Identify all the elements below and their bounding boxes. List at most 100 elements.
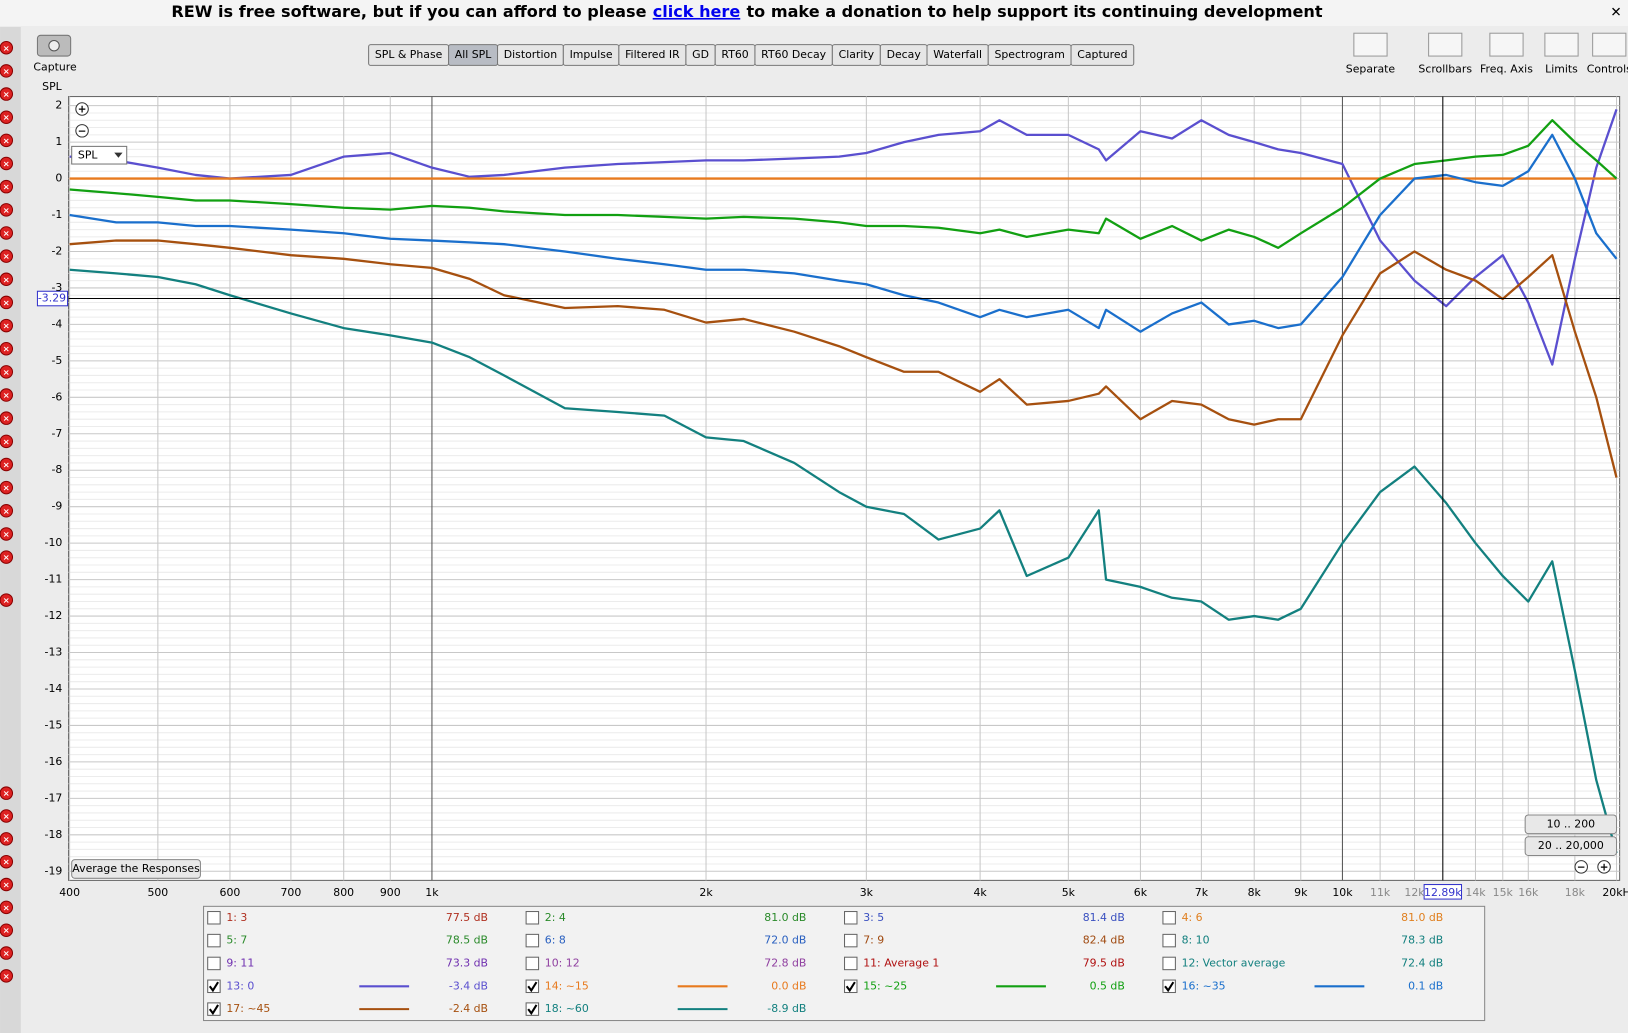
remove-icon-x: × — [3, 506, 10, 516]
zoom-button[interactable] — [75, 102, 89, 116]
checkbox[interactable] — [207, 956, 221, 971]
remove-icon[interactable] — [0, 434, 14, 449]
x-tick-label: 500 — [147, 886, 168, 899]
remove-icon[interactable] — [0, 388, 14, 402]
remove-icon-x: × — [3, 89, 10, 99]
remove-icon[interactable] — [0, 527, 14, 541]
checkbox[interactable] — [1162, 956, 1176, 971]
checkbox[interactable] — [207, 933, 221, 948]
y-tick-label: -10 — [45, 536, 63, 549]
remove-icon-x: × — [3, 902, 10, 912]
remove-icon-x: × — [3, 251, 10, 261]
remove-icon[interactable] — [0, 593, 14, 607]
checkmark — [208, 1004, 219, 1016]
close-icon[interactable]: ✕ — [1610, 4, 1621, 20]
remove-icon[interactable] — [0, 318, 14, 333]
remove-icon[interactable] — [0, 272, 14, 287]
x-tick-label: 700 — [281, 886, 302, 899]
y-tick-label: -15 — [45, 718, 63, 731]
remove-icon[interactable] — [0, 457, 14, 472]
y-tick-label: -5 — [51, 354, 62, 367]
button[interactable] — [71, 859, 201, 879]
remove-icon[interactable] — [0, 809, 14, 823]
remove-icon[interactable] — [0, 41, 14, 55]
button[interactable] — [1524, 814, 1618, 835]
toolbar-icon[interactable] — [1592, 32, 1627, 57]
checkbox[interactable] — [207, 911, 221, 925]
y-tick-label: -17 — [45, 791, 63, 804]
remove-icon[interactable] — [0, 365, 14, 379]
tab-label: Impulse — [570, 48, 613, 61]
zoom-button[interactable] — [75, 124, 89, 138]
toolbar-icon[interactable] — [1428, 32, 1463, 57]
checkbox[interactable] — [844, 911, 858, 925]
curves — [69, 108, 1618, 854]
remove-icon[interactable] — [0, 203, 14, 217]
tab[interactable] — [1070, 44, 1135, 66]
zoom-button[interactable] — [1574, 860, 1588, 874]
remove-icon[interactable] — [0, 480, 14, 495]
remove-icon-x: × — [3, 112, 10, 122]
remove-icon[interactable] — [0, 900, 14, 915]
remove-icon[interactable] — [0, 923, 14, 937]
remove-icon[interactable] — [0, 110, 14, 124]
remove-icon[interactable] — [0, 946, 14, 960]
selector[interactable] — [71, 145, 128, 165]
checkmark — [208, 981, 219, 993]
selector-label: SPL — [78, 149, 98, 162]
x-tick-label: 900 — [380, 886, 401, 899]
remove-icon[interactable] — [0, 877, 14, 892]
measurement-label: 6: 8 — [545, 934, 566, 947]
y-tick-label: -11 — [45, 573, 63, 586]
y-tick-label: -6 — [51, 390, 62, 403]
remove-icon-x: × — [3, 367, 10, 377]
remove-icon[interactable] — [0, 550, 14, 564]
zoom-button[interactable] — [1597, 860, 1611, 874]
button[interactable] — [1524, 836, 1618, 856]
remove-icon[interactable] — [0, 226, 14, 240]
banner-link[interactable]: click here — [653, 2, 741, 21]
remove-icon[interactable] — [0, 249, 14, 263]
checkbox[interactable] — [525, 956, 540, 971]
zoom-sign: − — [1577, 861, 1586, 873]
checkbox[interactable] — [525, 911, 540, 925]
toolbar-icon[interactable] — [1544, 32, 1579, 57]
tab-label: Waterfall — [933, 48, 982, 61]
remove-icon-x: × — [3, 344, 10, 354]
response-curve — [69, 108, 1618, 366]
checkbox[interactable] — [844, 933, 858, 948]
toolbar-icon[interactable] — [1489, 32, 1524, 57]
remove-icon-x: × — [3, 948, 10, 958]
measurement-label: 13: 0 — [226, 979, 254, 992]
remove-icon-x: × — [3, 436, 10, 446]
remove-icon[interactable] — [0, 504, 14, 518]
measurement-value: -8.9 dB — [767, 1002, 806, 1015]
x-tick-label: 16k — [1518, 886, 1539, 899]
remove-icon[interactable] — [0, 786, 14, 800]
tab-label: Distortion — [504, 48, 557, 61]
remove-icon[interactable] — [0, 179, 14, 194]
checkbox[interactable] — [844, 956, 858, 971]
remove-icon[interactable] — [0, 156, 14, 171]
cursor-x-label: 12.89k — [1424, 886, 1462, 899]
remove-icon[interactable] — [0, 854, 14, 869]
checkbox[interactable] — [525, 933, 540, 948]
remove-icon-x: × — [3, 552, 10, 562]
remove-icon[interactable] — [0, 295, 14, 310]
remove-icon-x: × — [3, 880, 10, 890]
checkbox[interactable] — [1162, 911, 1176, 925]
y-tick-label: 1 — [55, 135, 62, 148]
remove-icon[interactable] — [0, 411, 14, 425]
checkbox[interactable] — [1162, 933, 1176, 948]
remove-icon[interactable] — [0, 87, 14, 101]
response-curve — [69, 268, 1618, 854]
measurement-label: 12: Vector average — [1182, 956, 1286, 969]
remove-icon[interactable] — [0, 341, 14, 356]
toolbar-icon[interactable] — [1353, 32, 1388, 57]
remove-icon[interactable] — [0, 64, 14, 78]
remove-icon[interactable] — [0, 969, 14, 983]
remove-icon[interactable] — [0, 832, 14, 846]
remove-icon[interactable] — [0, 133, 14, 148]
measurement-label: 16: ~35 — [1182, 979, 1226, 992]
